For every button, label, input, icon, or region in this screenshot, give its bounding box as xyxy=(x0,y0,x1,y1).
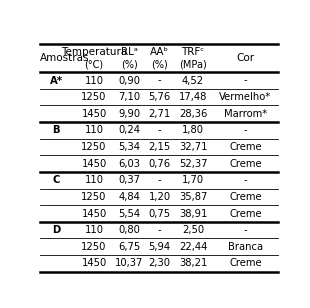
Text: 110: 110 xyxy=(85,225,104,235)
Text: 1450: 1450 xyxy=(82,109,107,119)
Text: 6,03: 6,03 xyxy=(118,159,140,169)
Text: 38,21: 38,21 xyxy=(179,258,207,269)
Text: 1450: 1450 xyxy=(82,258,107,269)
Text: 4,84: 4,84 xyxy=(118,192,140,202)
Text: -: - xyxy=(244,225,247,235)
Text: 38,91: 38,91 xyxy=(179,209,207,219)
Text: 0,24: 0,24 xyxy=(118,125,140,136)
Text: 52,37: 52,37 xyxy=(179,159,207,169)
Text: (MPa): (MPa) xyxy=(179,59,207,69)
Text: 1,20: 1,20 xyxy=(148,192,170,202)
Text: C: C xyxy=(52,175,60,185)
Text: Creme: Creme xyxy=(229,209,262,219)
Text: 1250: 1250 xyxy=(81,192,107,202)
Text: 28,36: 28,36 xyxy=(179,109,207,119)
Text: RLᵃ: RLᵃ xyxy=(121,47,138,57)
Text: AAᵇ: AAᵇ xyxy=(150,47,169,57)
Text: Marrom*: Marrom* xyxy=(224,109,267,119)
Text: -: - xyxy=(158,75,161,86)
Text: 9,90: 9,90 xyxy=(118,109,140,119)
Text: 22,44: 22,44 xyxy=(179,242,207,252)
Text: 1250: 1250 xyxy=(81,242,107,252)
Text: 110: 110 xyxy=(85,175,104,185)
Text: 0,90: 0,90 xyxy=(118,75,140,86)
Text: Amostras: Amostras xyxy=(40,53,90,63)
Text: D: D xyxy=(52,225,60,235)
Text: 7,10: 7,10 xyxy=(118,92,140,102)
Text: -: - xyxy=(158,175,161,185)
Text: -: - xyxy=(158,125,161,136)
Text: 1250: 1250 xyxy=(81,142,107,152)
Text: 4,52: 4,52 xyxy=(182,75,204,86)
Text: 10,37: 10,37 xyxy=(115,258,144,269)
Text: 32,71: 32,71 xyxy=(179,142,207,152)
Text: 5,54: 5,54 xyxy=(118,209,140,219)
Text: Creme: Creme xyxy=(229,192,262,202)
Text: 5,34: 5,34 xyxy=(118,142,140,152)
Text: Branca: Branca xyxy=(228,242,263,252)
Text: 2,71: 2,71 xyxy=(148,109,170,119)
Text: 1,80: 1,80 xyxy=(182,125,204,136)
Text: 0,75: 0,75 xyxy=(148,209,170,219)
Text: 5,76: 5,76 xyxy=(148,92,170,102)
Text: B: B xyxy=(52,125,60,136)
Text: (%): (%) xyxy=(151,59,168,69)
Text: -: - xyxy=(244,75,247,86)
Text: A*: A* xyxy=(50,75,63,86)
Text: 1,70: 1,70 xyxy=(182,175,204,185)
Text: 6,75: 6,75 xyxy=(118,242,140,252)
Text: 1450: 1450 xyxy=(82,159,107,169)
Text: (°C): (°C) xyxy=(84,59,104,69)
Text: Creme: Creme xyxy=(229,258,262,269)
Text: Creme: Creme xyxy=(229,142,262,152)
Text: 1450: 1450 xyxy=(82,209,107,219)
Text: 110: 110 xyxy=(85,125,104,136)
Text: Temperatura: Temperatura xyxy=(61,47,127,57)
Text: 110: 110 xyxy=(85,75,104,86)
Text: 0,37: 0,37 xyxy=(118,175,140,185)
Text: 35,87: 35,87 xyxy=(179,192,207,202)
Text: -: - xyxy=(244,175,247,185)
Text: 5,94: 5,94 xyxy=(148,242,170,252)
Text: 0,76: 0,76 xyxy=(148,159,170,169)
Text: (%): (%) xyxy=(121,59,138,69)
Text: 2,15: 2,15 xyxy=(148,142,170,152)
Text: -: - xyxy=(158,225,161,235)
Text: Creme: Creme xyxy=(229,159,262,169)
Text: 17,48: 17,48 xyxy=(179,92,207,102)
Text: -: - xyxy=(244,125,247,136)
Text: 2,50: 2,50 xyxy=(182,225,204,235)
Text: 2,30: 2,30 xyxy=(148,258,170,269)
Text: Cor: Cor xyxy=(236,53,255,63)
Text: 1250: 1250 xyxy=(81,92,107,102)
Text: Vermelho*: Vermelho* xyxy=(219,92,272,102)
Text: 0,80: 0,80 xyxy=(118,225,140,235)
Text: TRFᶜ: TRFᶜ xyxy=(182,47,205,57)
